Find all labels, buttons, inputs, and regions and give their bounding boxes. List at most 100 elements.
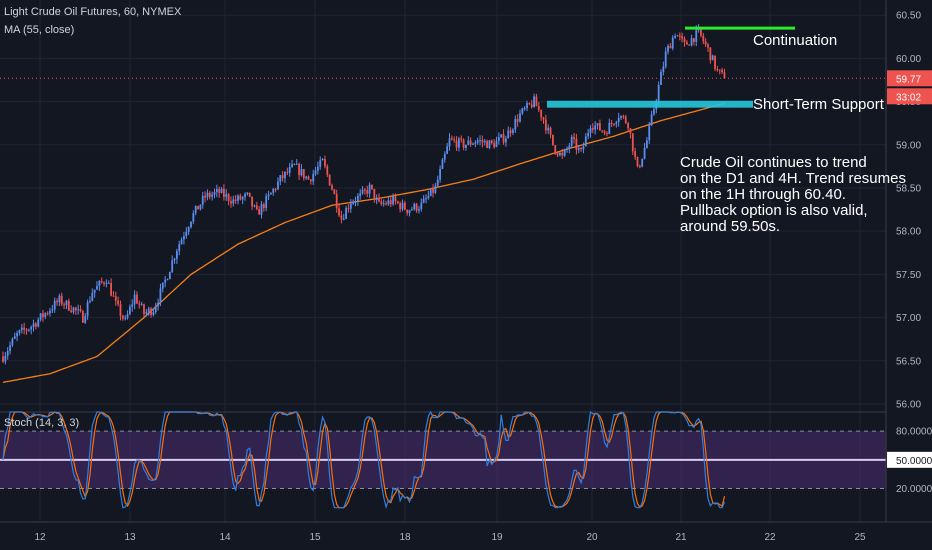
ma-line bbox=[2, 102, 725, 384]
candle-body-285 bbox=[669, 45, 672, 49]
candle-body-305 bbox=[716, 68, 719, 70]
candle-body-172 bbox=[403, 202, 406, 210]
candle-body-248 bbox=[582, 146, 585, 150]
time-tick-label-7: 20 bbox=[586, 532, 598, 543]
candle-body-165 bbox=[387, 200, 390, 205]
stoch-legend[interactable]: Stoch (14, 3, 3) bbox=[4, 417, 80, 429]
candle-body-155 bbox=[364, 189, 366, 191]
candle-body-233 bbox=[547, 127, 550, 131]
candle-body-91 bbox=[213, 192, 216, 195]
time-tick-label-4: 15 bbox=[309, 532, 321, 543]
candle-body-66 bbox=[154, 306, 157, 313]
candle-body-162 bbox=[380, 201, 383, 204]
candle-body-79 bbox=[185, 231, 188, 237]
candle-body-144 bbox=[338, 208, 340, 216]
candle-body-18 bbox=[42, 313, 44, 318]
candle-body-11 bbox=[25, 329, 28, 331]
time-tick-label-9: 22 bbox=[764, 532, 776, 543]
candle-body-249 bbox=[584, 136, 587, 147]
candle-body-291 bbox=[683, 38, 686, 42]
candle-body-19 bbox=[44, 313, 47, 318]
candle-body-35 bbox=[82, 311, 84, 323]
candle-body-253 bbox=[594, 125, 597, 130]
candle-body-191 bbox=[448, 138, 451, 147]
last-price-badge bbox=[887, 70, 932, 87]
candle-body-81 bbox=[190, 221, 192, 228]
candle-body-90 bbox=[211, 194, 214, 197]
candle-body-63 bbox=[147, 308, 150, 312]
candle-body-137 bbox=[321, 158, 324, 161]
candle-body-125 bbox=[293, 164, 296, 166]
candle-body-246 bbox=[577, 147, 580, 150]
candle-body-232 bbox=[544, 119, 547, 131]
moving-average bbox=[2, 102, 725, 384]
candle-body-134 bbox=[314, 170, 317, 174]
candle-body-109 bbox=[255, 205, 258, 210]
candle-body-156 bbox=[366, 190, 369, 194]
candle-body-17 bbox=[39, 313, 42, 320]
candle-body-89 bbox=[208, 192, 211, 197]
candle-body-85 bbox=[199, 204, 202, 210]
candle-body-188 bbox=[441, 159, 444, 169]
candle-body-265 bbox=[622, 116, 625, 118]
candle-body-257 bbox=[603, 131, 606, 134]
candle-body-29 bbox=[67, 300, 70, 311]
candle-body-266 bbox=[624, 116, 627, 124]
time-tick-label-10: 25 bbox=[854, 532, 866, 543]
candle-body-16 bbox=[37, 319, 40, 327]
candle-body-128 bbox=[300, 169, 303, 176]
candle-body-45 bbox=[105, 283, 108, 285]
candle-body-38 bbox=[89, 300, 91, 303]
candle-body-145 bbox=[340, 215, 343, 220]
candle-body-160 bbox=[375, 197, 378, 200]
candle-body-282 bbox=[662, 66, 665, 73]
candle-body-296 bbox=[695, 29, 698, 42]
candle-body-40 bbox=[93, 289, 96, 293]
price-tick-label-5: 58.00 bbox=[896, 227, 921, 238]
ma-legend[interactable]: MA (55, close) bbox=[4, 24, 75, 36]
price-tick-label-4: 57.50 bbox=[896, 270, 921, 281]
candle-body-205 bbox=[481, 139, 484, 143]
candle-body-242 bbox=[568, 145, 571, 149]
candle-body-211 bbox=[495, 140, 498, 148]
candle-body-140 bbox=[328, 174, 331, 186]
candle-body-199 bbox=[467, 140, 470, 145]
candle-body-154 bbox=[361, 189, 364, 194]
candle-body-302 bbox=[709, 47, 712, 61]
candle-body-159 bbox=[373, 188, 376, 200]
candle-body-73 bbox=[171, 260, 174, 272]
candle-body-256 bbox=[601, 130, 604, 132]
candle-body-126 bbox=[295, 163, 298, 165]
support-zone bbox=[547, 100, 753, 108]
candle-body-116 bbox=[272, 188, 275, 193]
candle-body-113 bbox=[265, 196, 268, 209]
candle-body-23 bbox=[53, 300, 56, 310]
candle-body-161 bbox=[378, 197, 380, 202]
candle-body-147 bbox=[345, 208, 347, 219]
candle-body-103 bbox=[241, 197, 244, 200]
candle-body-292 bbox=[685, 41, 688, 45]
candle-body-37 bbox=[86, 302, 89, 317]
candle-body-293 bbox=[688, 44, 691, 46]
candle-body-31 bbox=[72, 307, 75, 312]
candle-body-179 bbox=[420, 202, 423, 210]
candle-body-230 bbox=[540, 109, 543, 118]
candle-body-184 bbox=[432, 188, 434, 193]
candle-body-124 bbox=[291, 164, 293, 167]
candle-body-58 bbox=[136, 294, 138, 304]
candle-body-107 bbox=[251, 196, 253, 207]
candle-body-255 bbox=[599, 123, 601, 131]
candle-body-268 bbox=[629, 128, 632, 134]
candle-body-195 bbox=[458, 138, 460, 148]
candle-body-67 bbox=[157, 302, 159, 307]
candle-body-20 bbox=[46, 313, 49, 315]
grid-lines bbox=[0, 0, 932, 522]
candle-body-204 bbox=[479, 139, 481, 141]
candle-body-99 bbox=[232, 199, 235, 204]
symbol-title[interactable]: Light Crude Oil Futures, 60, NYMEX bbox=[4, 6, 182, 18]
candle-body-167 bbox=[392, 196, 394, 205]
trade-note: Crude Oil continues to trend on the D1 a… bbox=[680, 155, 906, 235]
candle-body-48 bbox=[112, 295, 115, 297]
